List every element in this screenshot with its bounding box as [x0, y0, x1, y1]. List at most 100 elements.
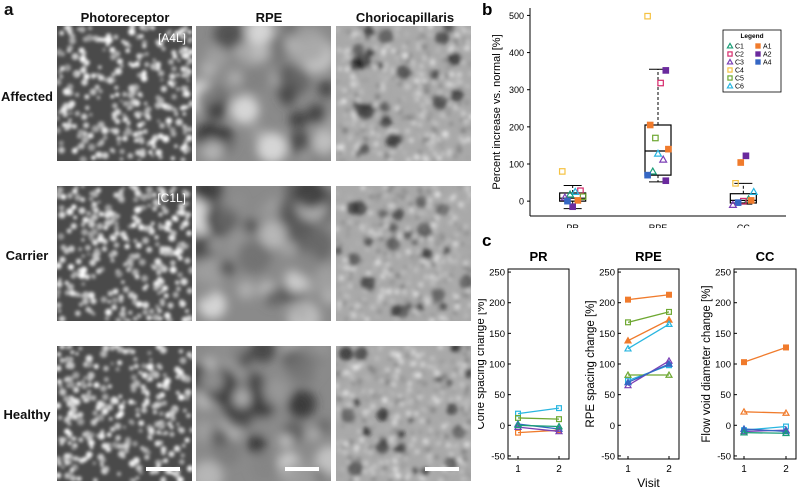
legend-marker [727, 75, 733, 81]
data-point [737, 159, 745, 166]
data-point [664, 370, 674, 378]
y-axis-label: Flow void diameter change [%] [701, 285, 713, 442]
image-affected-choriocapillaris [336, 26, 471, 161]
y-tick-label: 200 [509, 122, 524, 132]
data-point [623, 370, 633, 378]
data-point [783, 344, 790, 351]
data-point [514, 429, 521, 436]
y-tick-label: 200 [489, 298, 505, 309]
data-point [781, 408, 791, 416]
data-point [665, 145, 672, 153]
data-point [623, 336, 633, 344]
series-line [517, 407, 560, 415]
data-point [623, 344, 633, 352]
data-point [648, 166, 658, 175]
legend-label: C2 [735, 52, 744, 59]
y-tick-label: 100 [509, 160, 524, 170]
y-tick-label: 50 [720, 390, 731, 401]
image-carrier-rpe [196, 186, 331, 321]
y-tick-label: 400 [509, 48, 524, 58]
row-label-healthy: Healthy [3, 407, 51, 422]
subplot-title: RPE [635, 249, 662, 264]
data-point [662, 67, 670, 74]
series-line [743, 346, 787, 363]
legend-marker [755, 59, 761, 65]
data-point [554, 427, 564, 435]
y-tick-label: 250 [715, 268, 731, 279]
legend-label: C4 [735, 68, 744, 75]
data-point [652, 134, 659, 142]
x-axis-label: Visit [637, 476, 660, 490]
scale-bar [425, 467, 459, 471]
image-affected-rpe [196, 26, 331, 161]
legend-marker [727, 51, 733, 57]
data-point [558, 168, 566, 175]
data-point [555, 405, 562, 412]
legend-label: A2 [763, 52, 772, 59]
series-line [517, 426, 560, 433]
data-point [570, 187, 580, 196]
y-tick-label: 50 [604, 390, 615, 401]
y-tick-label: 100 [715, 360, 731, 371]
legend-label: C5 [735, 76, 744, 83]
column-header-photoreceptor: Photoreceptor [80, 10, 170, 25]
legend-marker [726, 42, 734, 49]
data-point [739, 407, 749, 415]
data-point [734, 199, 742, 206]
data-point [644, 171, 651, 179]
x-tick-label: 1 [741, 464, 747, 475]
y-tick-label: 0 [610, 421, 615, 432]
x-tick-label: 1 [515, 464, 521, 475]
legend-marker [755, 51, 761, 57]
series-line [627, 319, 670, 342]
series-line [627, 363, 670, 383]
data-point [513, 422, 523, 430]
y-tick-label: 50 [494, 390, 505, 401]
image-carrier-photoreceptor: [C1L] [57, 186, 192, 321]
data-point [569, 203, 576, 211]
data-point [644, 12, 651, 20]
data-point [564, 197, 571, 205]
legend-marker [727, 67, 733, 73]
y-tick-label: 150 [489, 329, 505, 340]
y-tick-label: 250 [489, 268, 505, 279]
box [729, 193, 757, 204]
row-label-carrier: Carrier [5, 248, 49, 263]
image-affected-photoreceptor: [A4L] [57, 26, 192, 161]
data-point [657, 79, 664, 87]
texture [57, 186, 192, 321]
series-line [627, 323, 670, 350]
x-tick-label: RPE [649, 223, 668, 228]
y-tick-label: 300 [509, 85, 524, 95]
texture [57, 346, 192, 481]
legend-box [722, 29, 782, 93]
texture [196, 346, 331, 481]
data-point [625, 296, 632, 303]
panel-a-letter: a [4, 0, 14, 19]
data-point [749, 187, 759, 196]
legend-label: A1 [763, 44, 772, 51]
texture [196, 26, 331, 161]
data-point [565, 189, 575, 198]
data-point [513, 419, 523, 427]
x-tick-label: 1 [625, 464, 631, 475]
y-tick-label: 200 [715, 298, 731, 309]
row-label-affected: Affected [0, 89, 53, 104]
boxplot-chart: b 0 100 200 300 400 500 Percent increase vs. no… [482, 0, 786, 228]
data-point [555, 416, 562, 423]
y-tick-label: 0 [726, 421, 731, 432]
image-healthy-choriocapillaris [336, 346, 471, 481]
data-point [739, 428, 749, 436]
data-point [623, 378, 633, 386]
series-line [627, 311, 670, 323]
x-tick-label: CC [737, 223, 750, 228]
y-tick-label: -50 [717, 451, 731, 462]
y-tick-label: 500 [509, 11, 524, 21]
y-tick-label: 0 [500, 421, 505, 432]
data-point [664, 359, 674, 367]
y-tick-label: -50 [601, 451, 615, 462]
data-point [658, 154, 668, 163]
texture [336, 186, 471, 321]
data-point [625, 319, 632, 326]
y-tick-label: -50 [491, 451, 505, 462]
